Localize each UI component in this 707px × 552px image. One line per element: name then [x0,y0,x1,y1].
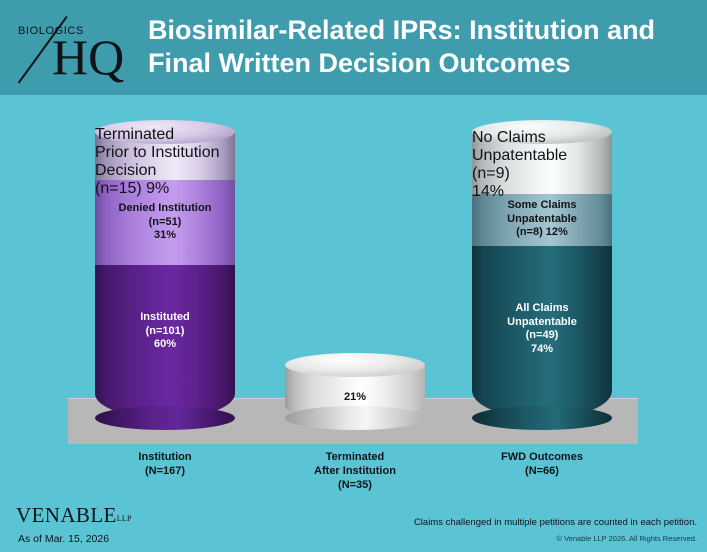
segment-some-claims-unpatentable-label: Some Claims Unpatentable (n=8) 12% [507,199,577,238]
segment-instituted[interactable]: Instituted (n=101) 60% [95,265,235,418]
segment-all-claims-unpatentable[interactable]: All Claims Unpatentable (n=49) 74% [472,246,612,418]
biologics-hq-logo: BIOLOGICS HQ [14,12,136,84]
as-of-date: As of Mar. 15, 2026 [18,533,110,545]
segment-all-claims-unpatentable-label: All Claims Unpatentable (n=49) 74% [507,302,577,355]
bar-institution-top-cap [95,120,235,144]
venable-name: VENABLE [16,503,117,527]
segment-some-claims-unpatentable-body [472,194,612,246]
bar-institution[interactable]: Instituted (n=101) 60% Denied Institutio… [95,120,235,430]
segment-all-claims-unpatentable-body [472,246,612,418]
page-title: Biosimilar-Related IPRs: Institution and… [148,15,656,78]
segment-denied-institution[interactable]: Denied Institution (n=51) 31% [95,180,235,265]
segment-denied-institution-label: Denied Institution (n=51) 31% [118,202,212,241]
bar-institution-base [95,406,235,430]
venable-llp: LLP [116,514,132,523]
logo-hq-text: HQ [52,29,125,85]
bar-terminated-base [285,406,425,430]
segment-no-claims-unpatentable-label: No Claims Unpatentable (n=9) 14% [472,129,568,200]
axis-label-institution: Institution (N=167) [138,451,192,477]
venable-logo: VENABLELLP [16,505,132,529]
segment-instituted-body [95,265,235,418]
axis-label-fwd-outcomes: FWD Outcomes (N=66) [501,451,583,477]
copyright-text: © Venable LLP 2026. All Rights Reserved. [556,534,697,543]
bar-terminated-after-institution[interactable]: 21% [285,353,425,430]
axis-label-terminated-after-institution: Terminated After Institution (N=35) [314,451,396,491]
segment-terminated-prior-label: Terminated Prior to Institution Decision… [95,126,220,197]
footnote-text: Claims challenged in multiple petitions … [413,517,697,528]
bar-fwd-top-cap [472,120,612,144]
segment-denied-institution-body [95,180,235,265]
segment-terminated-after-label: 21% [343,391,367,403]
segment-some-claims-unpatentable[interactable]: Some Claims Unpatentable (n=8) 12% [472,194,612,246]
bar-terminated-top-cap [285,353,425,377]
bar-fwd-outcomes[interactable]: All Claims Unpatentable (n=49) 74% Some … [472,120,612,430]
segment-instituted-label: Instituted (n=101) 60% [140,311,190,350]
header-banner: BIOLOGICS HQ Biosimilar-Related IPRs: In… [0,0,707,95]
bar-fwd-base [472,406,612,430]
